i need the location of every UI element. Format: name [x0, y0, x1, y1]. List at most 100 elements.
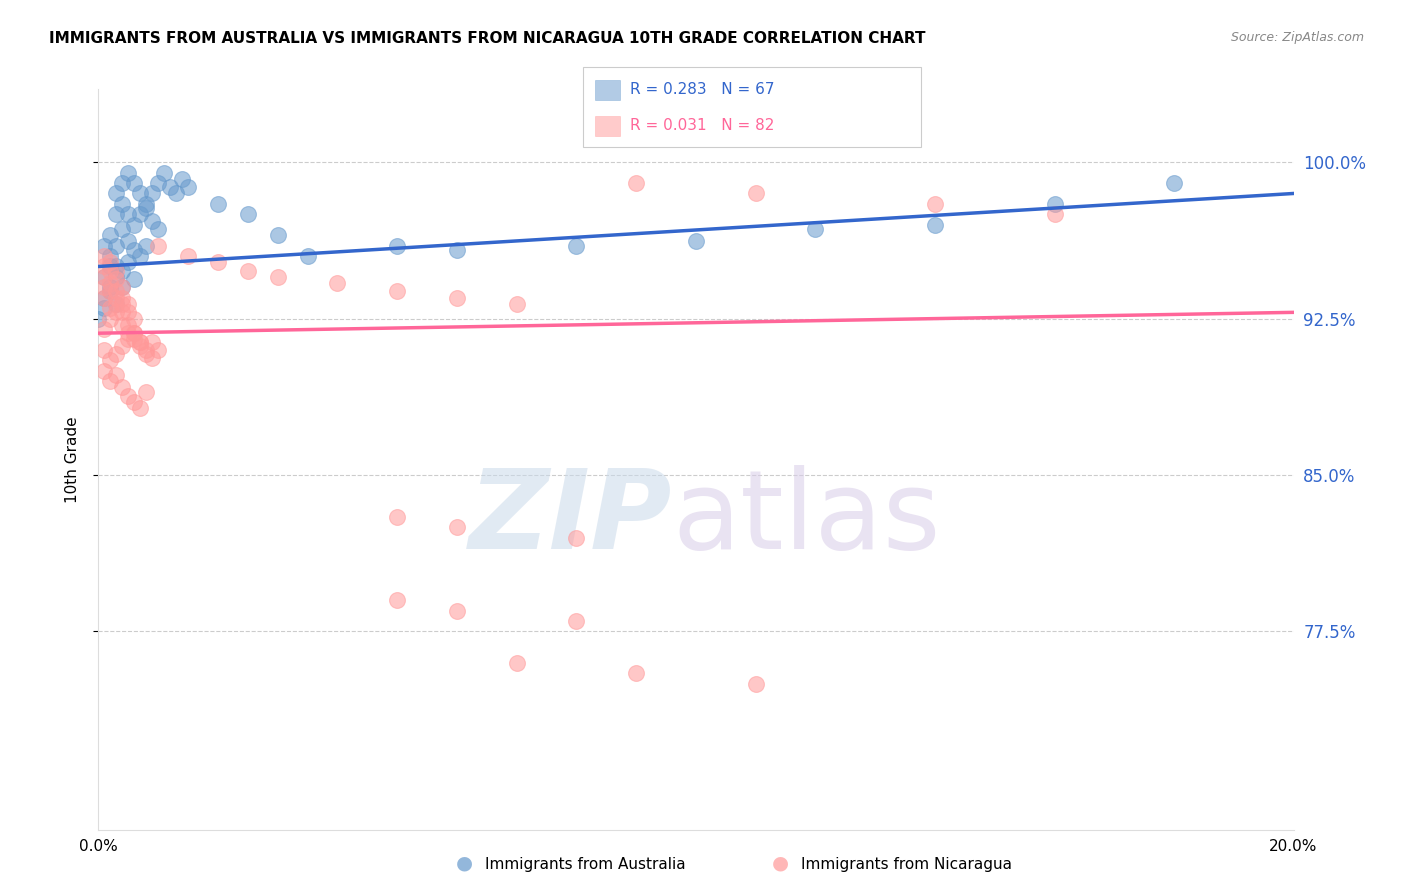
- Point: [117, 207, 139, 221]
- Point: [626, 176, 648, 190]
- Point: [105, 263, 128, 277]
- Point: [685, 235, 707, 249]
- Point: [1163, 176, 1185, 190]
- Point: [745, 676, 768, 690]
- Point: [129, 334, 152, 349]
- Point: [124, 176, 146, 190]
- Point: [446, 520, 468, 534]
- Point: [93, 301, 115, 315]
- Point: [385, 238, 409, 252]
- Point: [506, 297, 529, 311]
- Point: [93, 322, 115, 336]
- Point: [141, 334, 163, 349]
- Point: [385, 285, 409, 299]
- Point: [267, 269, 290, 284]
- Text: R = 0.283   N = 67: R = 0.283 N = 67: [630, 82, 775, 96]
- Point: [98, 285, 122, 299]
- Point: [141, 213, 163, 227]
- Point: [124, 333, 146, 347]
- Point: [267, 228, 290, 243]
- Point: [105, 269, 128, 284]
- Point: [93, 291, 115, 305]
- Y-axis label: 10th Grade: 10th Grade: [65, 416, 80, 503]
- Point: [804, 222, 827, 236]
- Point: [98, 353, 122, 368]
- Point: [117, 305, 139, 319]
- Point: [446, 291, 468, 305]
- Point: [93, 260, 115, 274]
- Point: [141, 351, 163, 366]
- Point: [565, 614, 588, 628]
- Point: [105, 186, 128, 201]
- Point: [93, 364, 115, 378]
- Point: [135, 201, 157, 215]
- Point: [172, 172, 194, 186]
- Point: [98, 285, 122, 299]
- Point: [111, 297, 134, 311]
- Point: [385, 509, 409, 524]
- Point: [117, 333, 139, 347]
- Point: [105, 207, 128, 221]
- Point: [98, 276, 122, 290]
- Point: [124, 311, 146, 326]
- Point: [105, 297, 128, 311]
- Point: [117, 297, 139, 311]
- Point: [93, 238, 115, 252]
- Point: [129, 207, 152, 221]
- Point: [135, 384, 157, 399]
- Text: Immigrants from Australia: Immigrants from Australia: [485, 857, 686, 872]
- Point: [117, 235, 139, 249]
- Point: [159, 180, 181, 194]
- Point: [98, 301, 122, 315]
- Point: [87, 311, 110, 326]
- Point: [111, 197, 134, 211]
- Point: [135, 238, 157, 252]
- Point: [446, 243, 468, 257]
- Point: [924, 218, 946, 232]
- Point: [93, 291, 115, 305]
- Point: [105, 305, 128, 319]
- Point: [165, 186, 187, 201]
- Point: [124, 395, 146, 409]
- Point: [385, 593, 409, 607]
- Point: [98, 263, 122, 277]
- Point: [1043, 207, 1066, 221]
- Point: [148, 238, 170, 252]
- Point: [129, 186, 152, 201]
- Point: [93, 280, 115, 294]
- Point: [236, 207, 259, 221]
- Point: [177, 249, 200, 263]
- Point: [105, 238, 128, 252]
- Point: [98, 255, 122, 269]
- Point: [117, 389, 139, 403]
- Point: [111, 339, 134, 353]
- Text: ZIP: ZIP: [468, 465, 672, 572]
- Point: [105, 368, 128, 382]
- Point: [129, 249, 152, 263]
- Point: [98, 228, 122, 243]
- Point: [135, 343, 157, 357]
- Point: [93, 249, 115, 263]
- Point: [111, 280, 134, 294]
- Text: IMMIGRANTS FROM AUSTRALIA VS IMMIGRANTS FROM NICARAGUA 10TH GRADE CORRELATION CH: IMMIGRANTS FROM AUSTRALIA VS IMMIGRANTS …: [49, 31, 925, 46]
- Point: [129, 339, 152, 353]
- Point: [506, 656, 529, 670]
- Point: [124, 243, 146, 257]
- Point: [117, 318, 139, 332]
- Point: [111, 380, 134, 394]
- Point: [93, 269, 115, 284]
- Point: [124, 326, 146, 341]
- Point: [105, 285, 128, 299]
- Point: [105, 347, 128, 361]
- Point: [93, 343, 115, 357]
- Text: Source: ZipAtlas.com: Source: ZipAtlas.com: [1230, 31, 1364, 45]
- Point: [153, 166, 176, 180]
- Point: [117, 255, 139, 269]
- Point: [1043, 197, 1066, 211]
- Point: [141, 186, 163, 201]
- Point: [236, 263, 259, 277]
- Point: [98, 260, 122, 274]
- Point: [105, 272, 128, 286]
- Point: [98, 249, 122, 263]
- Point: [98, 374, 122, 388]
